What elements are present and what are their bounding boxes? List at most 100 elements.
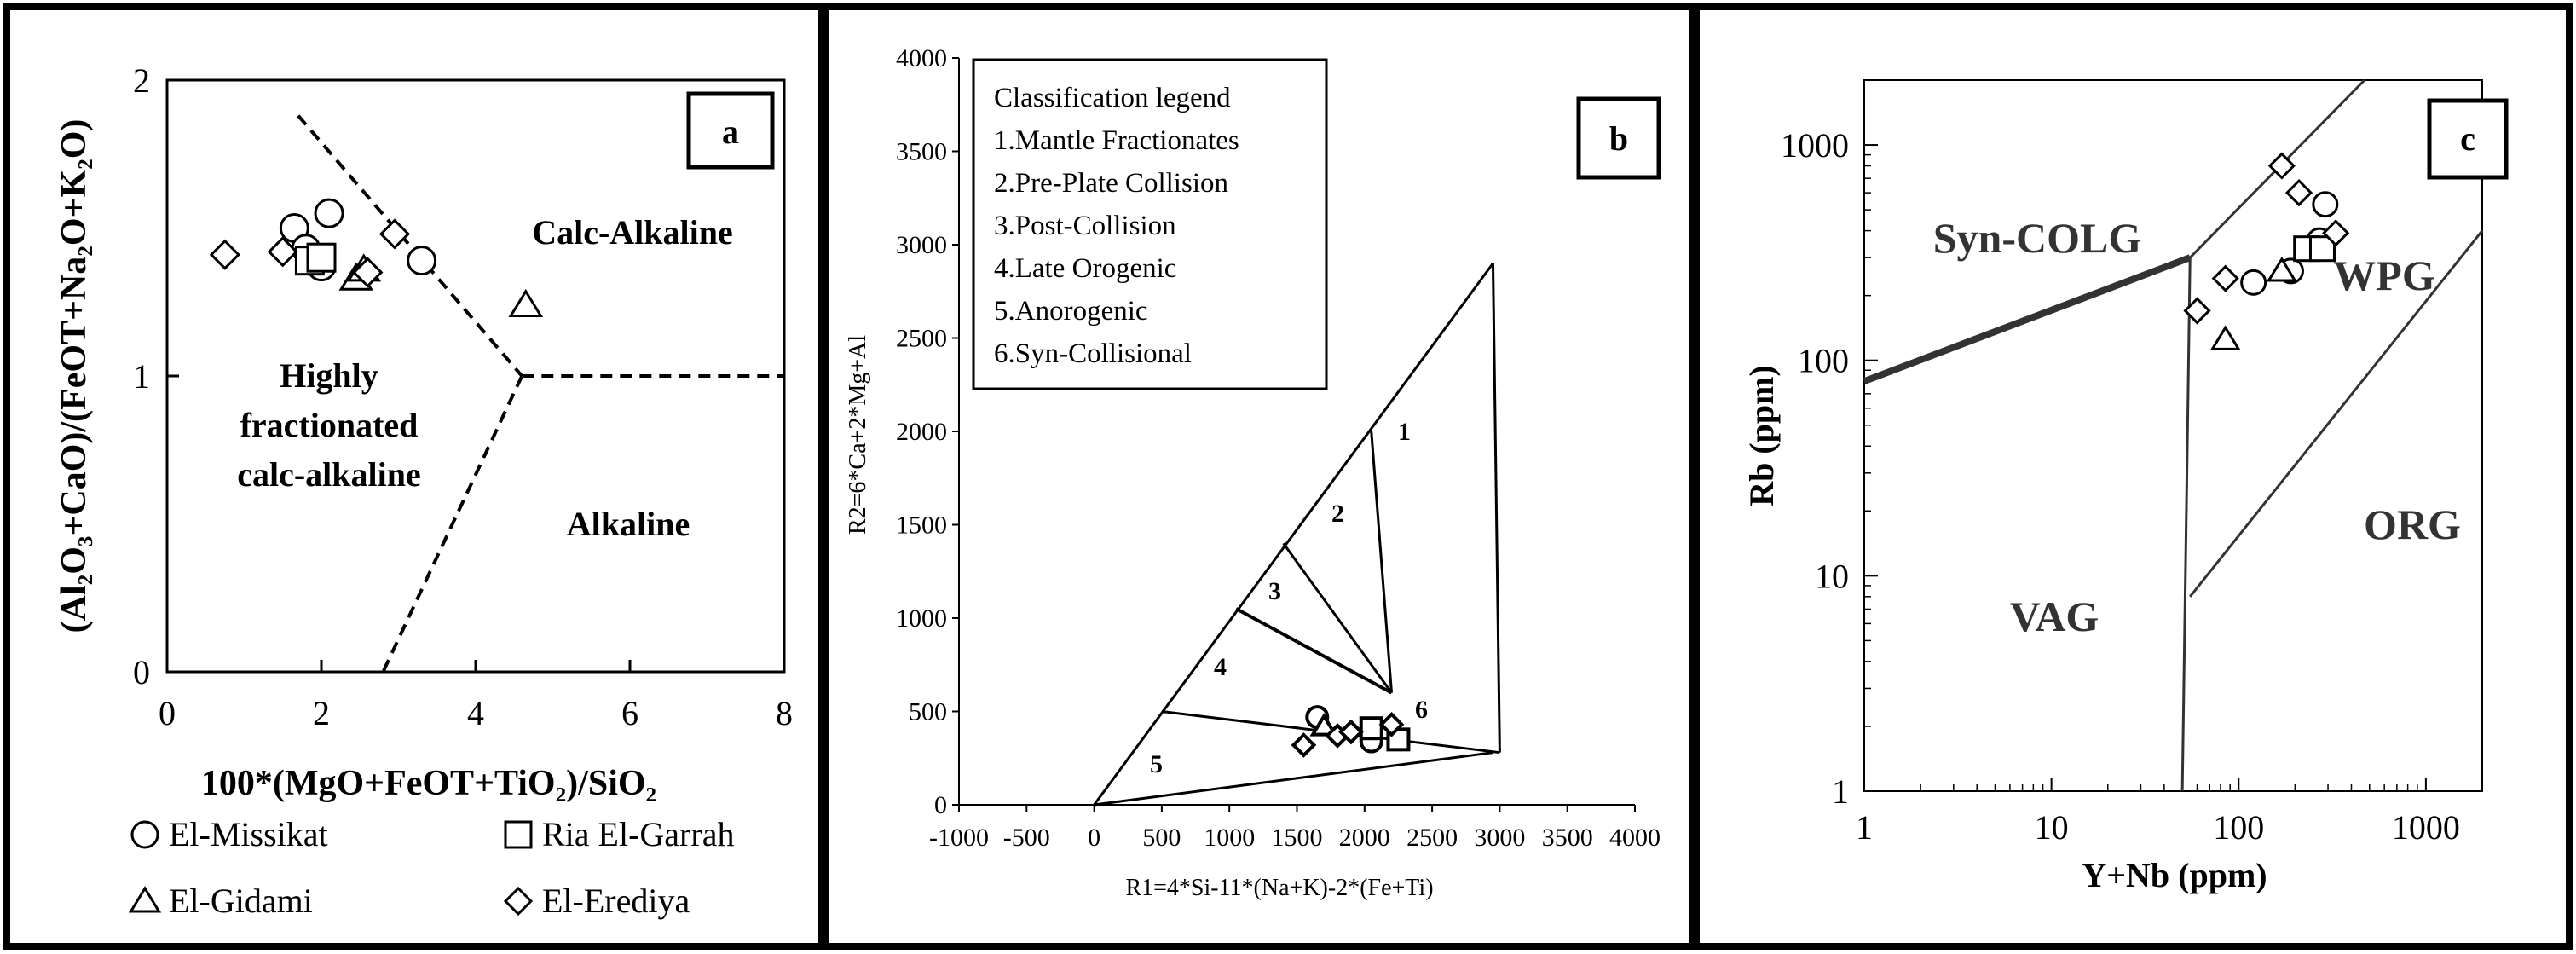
- panel-b-legend-item-1: 1.Mantle Fractionates: [994, 125, 1239, 156]
- data-point-diamond: [267, 236, 298, 268]
- data-point-diamond: [1291, 732, 1317, 758]
- data-point-triangle: [508, 288, 544, 318]
- panel-b-field-number-2: 2: [1331, 500, 1344, 528]
- field-label-calc-alkaline: Calc-Alkaline: [532, 213, 733, 252]
- x-tick-label: 1: [1856, 808, 1873, 847]
- y-tick-label: 1: [133, 357, 150, 396]
- x-tick-label: 3000: [1474, 824, 1525, 852]
- panel-b-legend-item-4: 4.Late Orogenic: [994, 253, 1176, 284]
- data-point-circle: [407, 246, 437, 276]
- panel-b-legend-title: Classification legend: [994, 83, 1231, 113]
- y-tick-label: 4000: [896, 44, 947, 72]
- field-label-syn-colg: Syn-COLG: [1933, 214, 2142, 262]
- data-point-triangle: [1309, 713, 1338, 737]
- panel-c: 1 10 100 1000 1 10 100 1000 Syn-COLG WPG VAG OR…: [1693, 3, 2573, 950]
- panel-b-field-number-4: 4: [1214, 653, 1227, 681]
- classification-boundary-line: [1093, 263, 1494, 806]
- panel-a-axis-ticks: 0 2 4 6 8 0 1 2: [133, 61, 793, 732]
- panel-b-field-number-6: 6: [1415, 696, 1428, 724]
- legend-label: El-Erediya: [542, 882, 690, 920]
- y-tick-label: 3500: [896, 138, 947, 166]
- classification-boundary-line: [1094, 751, 1493, 807]
- panel-c-data-points: [2183, 152, 2350, 350]
- panel-a-y-axis-label: (Al₂O₃+CaO)/(FeOT+Na₂O+K₂O): [55, 119, 94, 633]
- data-point-triangle: [2209, 325, 2241, 350]
- field-boundary-line: [297, 114, 523, 378]
- y-tick-label: 500: [909, 698, 947, 726]
- data-point-triangle: [2266, 256, 2297, 282]
- data-point-diamond: [352, 257, 384, 288]
- x-tick-label: 2500: [1406, 824, 1458, 852]
- x-tick-label: 6: [621, 694, 638, 732]
- data-point-diamond: [209, 239, 240, 270]
- panel-b-label: b: [1609, 119, 1628, 158]
- data-point-diamond: [1378, 712, 1405, 737]
- data-point-diamond: [1338, 719, 1364, 745]
- x-tick-label: 4: [467, 694, 484, 732]
- panel-a-legend: El-Missikat Ria El-Garrah El-Gidami El-Ered…: [128, 815, 734, 920]
- field-boundary-line: [381, 375, 524, 673]
- data-point-diamond: [2211, 264, 2239, 292]
- y-tick-label: 100: [1798, 342, 1849, 380]
- data-point-diamond: [2183, 297, 2211, 325]
- classification-boundary-line: [1491, 263, 1501, 753]
- panel-b-field-number-1: 1: [1398, 418, 1411, 446]
- panel-b-legend-item-5: 5.Anorogenic: [994, 296, 1148, 327]
- panel-a-frame: [3, 3, 825, 950]
- field-label-highly-3: calc-alkaline: [237, 455, 421, 494]
- panel-a-label-box: [686, 91, 775, 170]
- y-tick-label: 2000: [896, 418, 947, 446]
- data-point-diamond: [378, 218, 411, 250]
- data-point-diamond: [2322, 219, 2350, 247]
- classification-boundary-line: [1235, 607, 1393, 695]
- discrimination-boundary-line: [2180, 257, 2192, 792]
- y-tick-label: 1500: [896, 512, 947, 540]
- x-tick-label: 1000: [2392, 808, 2460, 847]
- data-point-square: [1359, 716, 1383, 741]
- panel-b-legend-item-6: 6.Syn-Collisional: [994, 338, 1192, 369]
- field-label-vag: VAG: [2010, 593, 2099, 640]
- panel-c-plot-area: [1863, 79, 2483, 792]
- panel-c-frame: [1693, 3, 2573, 950]
- y-tick-label: 3000: [896, 231, 947, 259]
- legend-marker-triangle: [128, 886, 162, 913]
- field-label-wpg: WPG: [2333, 252, 2434, 299]
- data-point-circle: [2240, 269, 2267, 296]
- x-tick-label: 0: [1088, 824, 1100, 852]
- y-tick-label: 10: [1815, 557, 1849, 595]
- field-label-highly-2: fractionated: [240, 406, 419, 444]
- y-tick-label: 2: [133, 61, 150, 100]
- data-point-circle: [314, 198, 344, 228]
- panel-b: -1000 -500 0 500 1000 1500 2000 2500 3000 3500 400…: [822, 3, 1696, 950]
- x-tick-label: 2000: [1339, 824, 1390, 852]
- y-tick-label: 2500: [896, 325, 947, 353]
- data-point-diamond: [2267, 152, 2296, 180]
- y-tick-label: 1000: [896, 604, 947, 633]
- panel-b-y-axis-label: R2=6*Ca+2*Mg+Al: [845, 335, 871, 535]
- discrimination-boundary-line: [2189, 229, 2484, 598]
- panel-b-field-number-5: 5: [1150, 750, 1163, 778]
- x-tick-label: -500: [1003, 824, 1050, 852]
- x-tick-label: 1500: [1272, 824, 1323, 852]
- panel-c-label-box: [2427, 98, 2509, 180]
- panel-c-y-axis-label: Rb (ppm): [1742, 365, 1781, 506]
- panel-c-field-boundaries: [1863, 78, 2484, 792]
- panel-a-x-axis-label: 100*(MgO+FeOT+TiO₂)/SiO₂: [201, 764, 656, 803]
- panel-a-label: a: [722, 113, 739, 151]
- legend-marker-diamond: [503, 886, 534, 916]
- field-label-alkaline: Alkaline: [567, 505, 690, 543]
- field-label-org: ORG: [2364, 500, 2461, 548]
- y-tick-label: 1: [1832, 772, 1849, 811]
- x-tick-label: 100: [2213, 808, 2264, 847]
- panel-b-x-axis-label: R1=4*Si-11*(Na+K)-2*(Fe+Ti): [1125, 875, 1433, 901]
- x-tick-label: 500: [1142, 824, 1181, 852]
- y-tick-label: 1000: [1781, 126, 1849, 165]
- panel-b-legend-box: [972, 58, 1328, 390]
- panel-c-label: c: [2460, 119, 2475, 158]
- legend-label: Ria El-Garrah: [542, 815, 734, 853]
- x-tick-label: 2: [313, 694, 330, 732]
- panel-c-x-axis-label: Y+Nb (ppm): [2082, 856, 2267, 894]
- x-tick-label: -1000: [929, 824, 989, 852]
- panel-a-field-boundaries: [297, 114, 784, 673]
